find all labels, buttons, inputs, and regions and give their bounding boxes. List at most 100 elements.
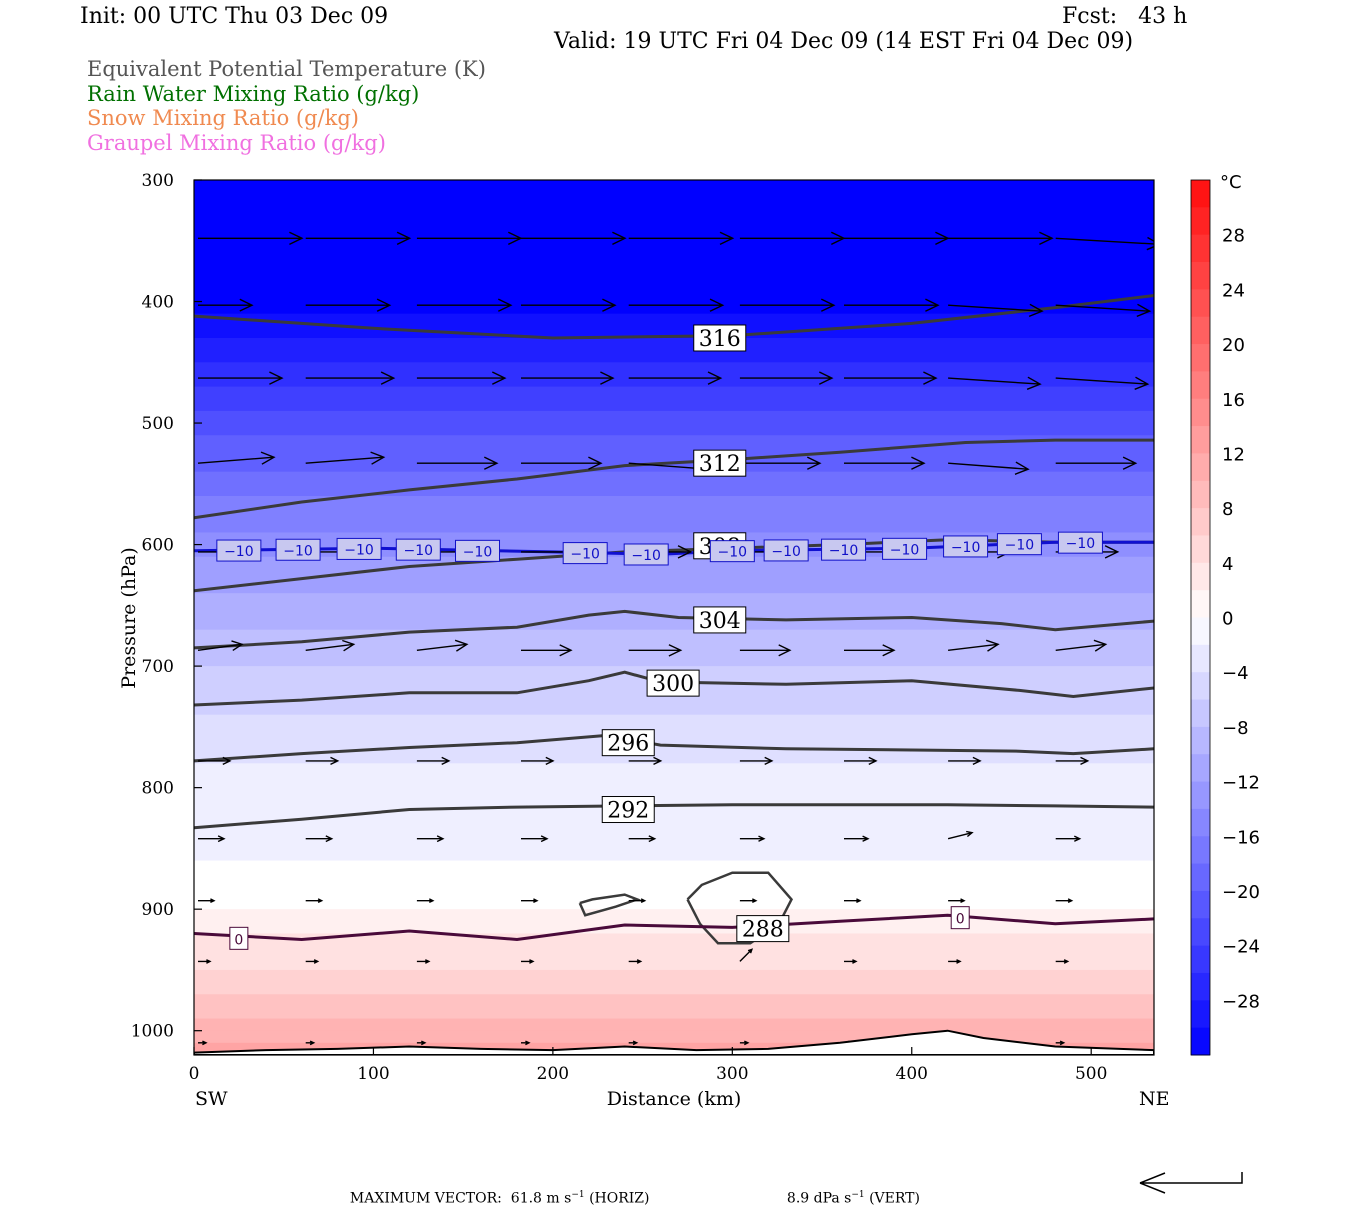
wind-vector (947, 830, 974, 840)
theta-e-contour-300 (194, 670, 1154, 707)
temperature-band (194, 872, 1154, 886)
temperature-band (194, 969, 1154, 983)
theta-e-label: 292 (607, 799, 649, 824)
theta-e-label-box (601, 729, 655, 757)
wind-vector (628, 898, 647, 904)
isotherm-zero (194, 913, 1154, 942)
temperature-fill (194, 180, 1154, 1055)
isotherm-label-box (882, 537, 928, 560)
isotherm-label-box (562, 542, 608, 565)
theta-e-label: 312 (699, 452, 741, 477)
wind-vector (198, 1040, 208, 1046)
wind-vector (521, 298, 617, 312)
colorbar-swatch (1191, 918, 1210, 947)
colorbar-swatch (1191, 180, 1210, 208)
y-tick-label: 600 (142, 536, 174, 556)
wind-vector (844, 371, 938, 385)
wind-vector (948, 376, 1042, 390)
isotherm-label-box (275, 538, 321, 561)
colorbar-tick-label: −28 (1222, 991, 1260, 1012)
temperature-band (194, 836, 1154, 850)
temperature-band (194, 180, 1154, 193)
temperature-band (194, 508, 1154, 521)
vert-unit: (VERT) (864, 1190, 920, 1207)
x-tick-label: 0 (189, 1064, 200, 1084)
temperature-band (194, 471, 1154, 485)
wind-vector (416, 898, 435, 904)
temperature-band (194, 775, 1154, 789)
temperature-band (194, 325, 1154, 339)
wind-vector (948, 959, 962, 964)
temperature-band (194, 192, 1154, 205)
wind-vector (305, 756, 340, 766)
theta-e-label: 300 (652, 672, 694, 697)
wind-vector (521, 959, 535, 964)
colorbar-tick-label: 24 (1222, 280, 1245, 301)
temperature-band (194, 1006, 1154, 1020)
theta-e-label: 304 (699, 609, 741, 634)
isotherm-label: −10 (224, 544, 254, 560)
theta-e-contour-304 (194, 609, 1154, 650)
theta-e-label-box (601, 796, 655, 824)
isotherm-label: −10 (1066, 536, 1096, 552)
theta-e-label-box (646, 669, 700, 697)
y-tick-label: 300 (142, 171, 174, 191)
temperature-band (194, 483, 1154, 497)
wind-vector (628, 959, 643, 964)
temperature-band (194, 410, 1154, 424)
colorbar-swatch (1191, 453, 1210, 482)
isotherm-label-box (336, 537, 382, 560)
wind-vector (1055, 236, 1154, 251)
wind-vector (305, 1040, 316, 1046)
colorbar-swatch (1191, 398, 1210, 427)
isotherm-label: −10 (344, 542, 374, 558)
theta-e-contour-312 (194, 438, 1154, 520)
wind-vector (844, 835, 870, 842)
wind-vector (739, 644, 792, 657)
temperature-band (194, 216, 1154, 230)
wind-vector (416, 456, 499, 470)
colorbar-frame (1190, 179, 1211, 1056)
theta-e-label-box (693, 606, 747, 634)
theta-e-closed-contour (578, 893, 641, 917)
wind-vector (1055, 1040, 1066, 1046)
wind-vector (844, 644, 896, 657)
temperature-band (194, 933, 1154, 947)
y-tick-label: 1000 (131, 1022, 174, 1042)
wind-vector (1158, 546, 1220, 558)
wind-vector (521, 835, 549, 843)
colorbar-tick-label: −12 (1222, 773, 1260, 794)
wind-vector (739, 298, 836, 312)
wind-vector (739, 898, 758, 904)
temperature-band (194, 495, 1154, 509)
wind-vector (305, 451, 386, 465)
wind-vector (521, 898, 539, 904)
temperature-band (194, 897, 1154, 910)
wind-vector (628, 756, 663, 766)
isotherm-label-box (1057, 531, 1103, 554)
wind-vector (305, 298, 392, 312)
temperature-band (194, 884, 1154, 898)
legend-snow: Snow Mixing Ratio (g/kg) (87, 106, 359, 130)
wind-vector (844, 231, 950, 246)
valid-time: Valid: 19 UTC Fri 04 Dec 09 (14 EST Fri … (554, 29, 1134, 54)
init-time: Init: 00 UTC Thu 03 Dec 09 (80, 4, 389, 29)
colorbar-unit: °C (1220, 172, 1242, 193)
wind-vector (416, 835, 445, 843)
isotherm-label: −10 (951, 540, 981, 556)
isotherm-label-box (763, 539, 809, 562)
x-tick-label: 100 (357, 1064, 389, 1084)
colorbar-tick-label: 8 (1222, 499, 1233, 520)
colorbar-swatch (1191, 371, 1210, 400)
theta-e-contour-292 (194, 803, 1154, 830)
theta-e-label-box (736, 915, 790, 943)
wind-vector (416, 1040, 427, 1046)
legend-graupel: Graupel Mixing Ratio (g/kg) (87, 131, 386, 155)
wind-vector (305, 371, 396, 385)
theta-e-label-box (693, 324, 747, 352)
wind-vector (521, 456, 603, 470)
wind-vector (416, 231, 523, 246)
temperature-band (194, 994, 1154, 1007)
wind-vector (948, 461, 1030, 475)
